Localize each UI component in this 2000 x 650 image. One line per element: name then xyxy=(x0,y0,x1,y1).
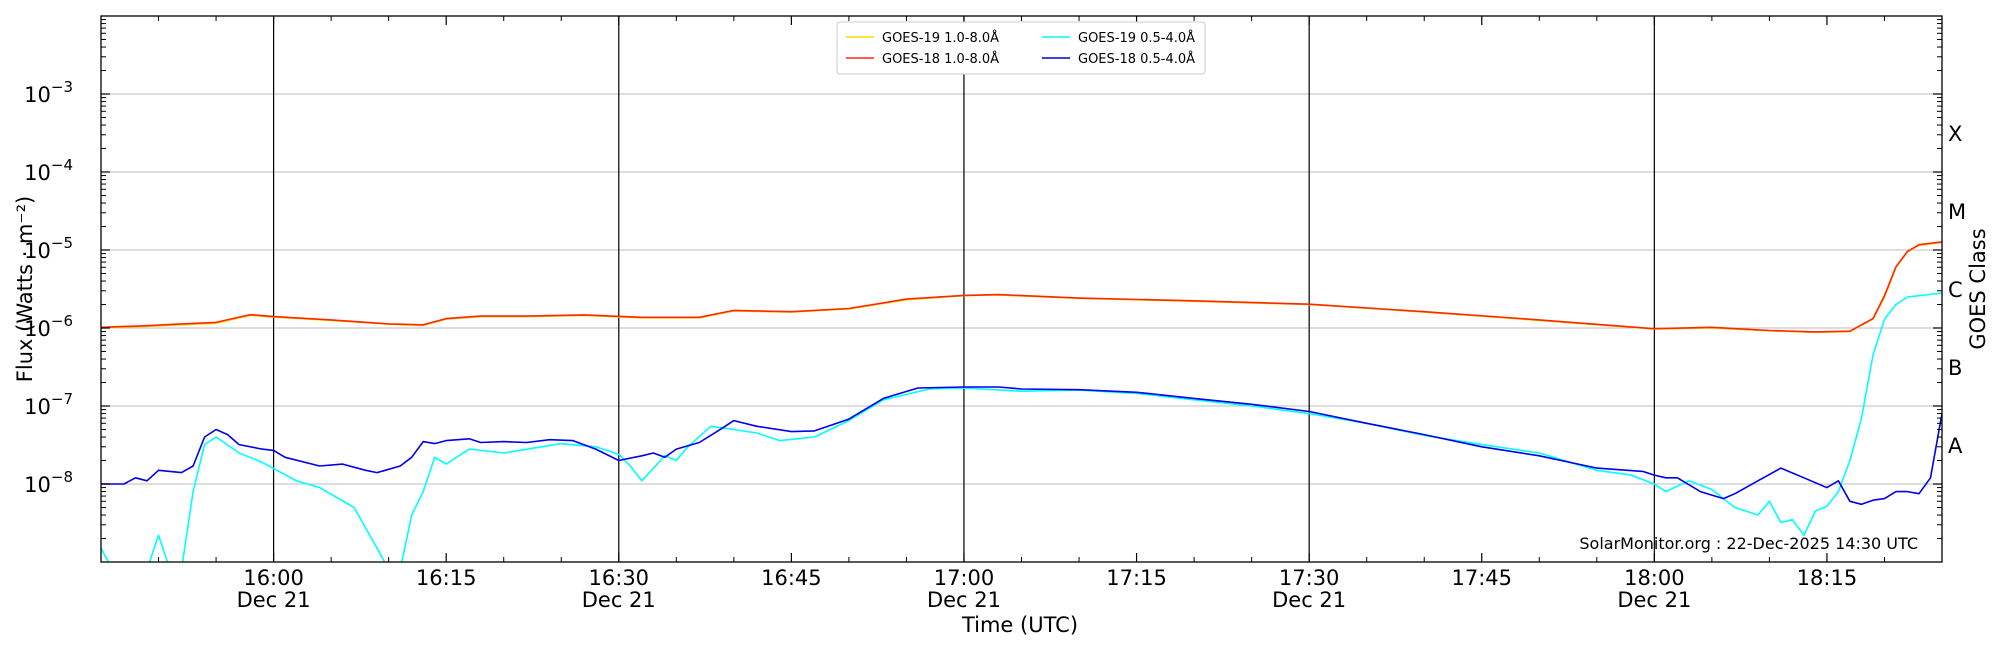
x-tick-label: 17:45 xyxy=(1451,566,1512,590)
x-tick-label: 16:15 xyxy=(416,566,477,590)
goes-class-label: M xyxy=(1948,200,1966,224)
series-layer xyxy=(101,241,1942,562)
goes-class-label: B xyxy=(1948,356,1962,380)
x-axis-label: Time (UTC) xyxy=(961,613,1078,637)
y-tick-label: 10−5 xyxy=(24,234,73,263)
series-line xyxy=(101,292,1942,562)
y-axis-label: Flux (Watts · m⁻²) xyxy=(13,196,37,382)
y-tick-label: 10−6 xyxy=(24,312,73,341)
x-tick-label: 16:30 xyxy=(589,566,650,590)
x-tick-date-label: Dec 21 xyxy=(1617,588,1691,612)
goes-class-label: X xyxy=(1948,122,1962,146)
day-boundary-lines xyxy=(272,16,1655,562)
x-tick-label: 16:45 xyxy=(761,566,822,590)
x-tick-label: 18:00 xyxy=(1624,566,1685,590)
legend: GOES-19 1.0-8.0Å GOES-18 1.0-8.0Å GOES-19 … xyxy=(836,21,1206,75)
series-line xyxy=(101,386,1942,506)
x-tick-date-label: Dec 21 xyxy=(927,588,1001,612)
y-tick-label: 10−8 xyxy=(24,468,73,497)
y2-axis-label: GOES Class xyxy=(1966,228,1990,349)
legend-entry-label: GOES-18 0.5-4.0Å xyxy=(1078,51,1195,67)
legend-entry-label: GOES-19 0.5-4.0Å xyxy=(1078,30,1195,46)
grid xyxy=(101,93,1942,485)
y-tick-label: 10−3 xyxy=(24,78,73,107)
legend-box xyxy=(836,21,1206,75)
x-tick-label: 17:00 xyxy=(934,566,995,590)
y-tick-label: 10−4 xyxy=(24,156,73,185)
series-line xyxy=(101,241,1942,333)
x-tick-date-label: Dec 21 xyxy=(1272,588,1346,612)
watermark-text: SolarMonitor.org : 22-Dec-2025 14:30 UTC xyxy=(1579,534,1918,553)
x-tick-label: 18:15 xyxy=(1797,566,1858,590)
x-tick-label: 16:00 xyxy=(243,566,304,590)
y-tick-label: 10−7 xyxy=(24,390,73,419)
x-tick-label: 17:30 xyxy=(1279,566,1340,590)
goes-class-label: C xyxy=(1948,278,1963,302)
goes-class-label: A xyxy=(1948,434,1963,458)
legend-entry-label: GOES-18 1.0-8.0Å xyxy=(882,51,999,67)
x-tick-label: 17:15 xyxy=(1106,566,1167,590)
x-tick-date-label: Dec 21 xyxy=(237,588,311,612)
x-tick-date-label: Dec 21 xyxy=(582,588,656,612)
y-axis-ticks: 10−8 10−7 10−6 10−5 10−4 10−3 xyxy=(24,19,1942,540)
legend-entry-label: GOES-19 1.0-8.0Å xyxy=(882,30,999,46)
goes-class-labels: A B C M X xyxy=(1948,122,1966,458)
